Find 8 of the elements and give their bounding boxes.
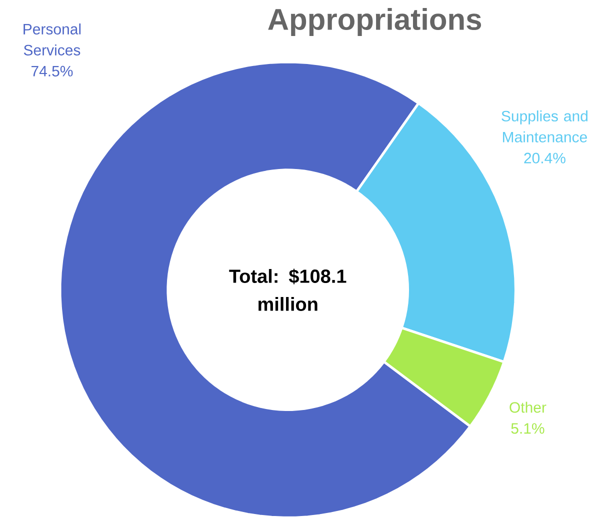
- data-label: 5.1%: [511, 423, 544, 434]
- data-label: 20.4%: [524, 152, 566, 164]
- slice-label: Other: [510, 402, 546, 413]
- chart-title: Appropriations: [268, 8, 482, 36]
- data-label: 74.5%: [31, 66, 73, 77]
- text: Total: $108.1 million: [229, 268, 346, 312]
- slice-label: Supplies and Maintenance: [502, 110, 588, 143]
- slice-label: Personal Services: [24, 24, 81, 56]
